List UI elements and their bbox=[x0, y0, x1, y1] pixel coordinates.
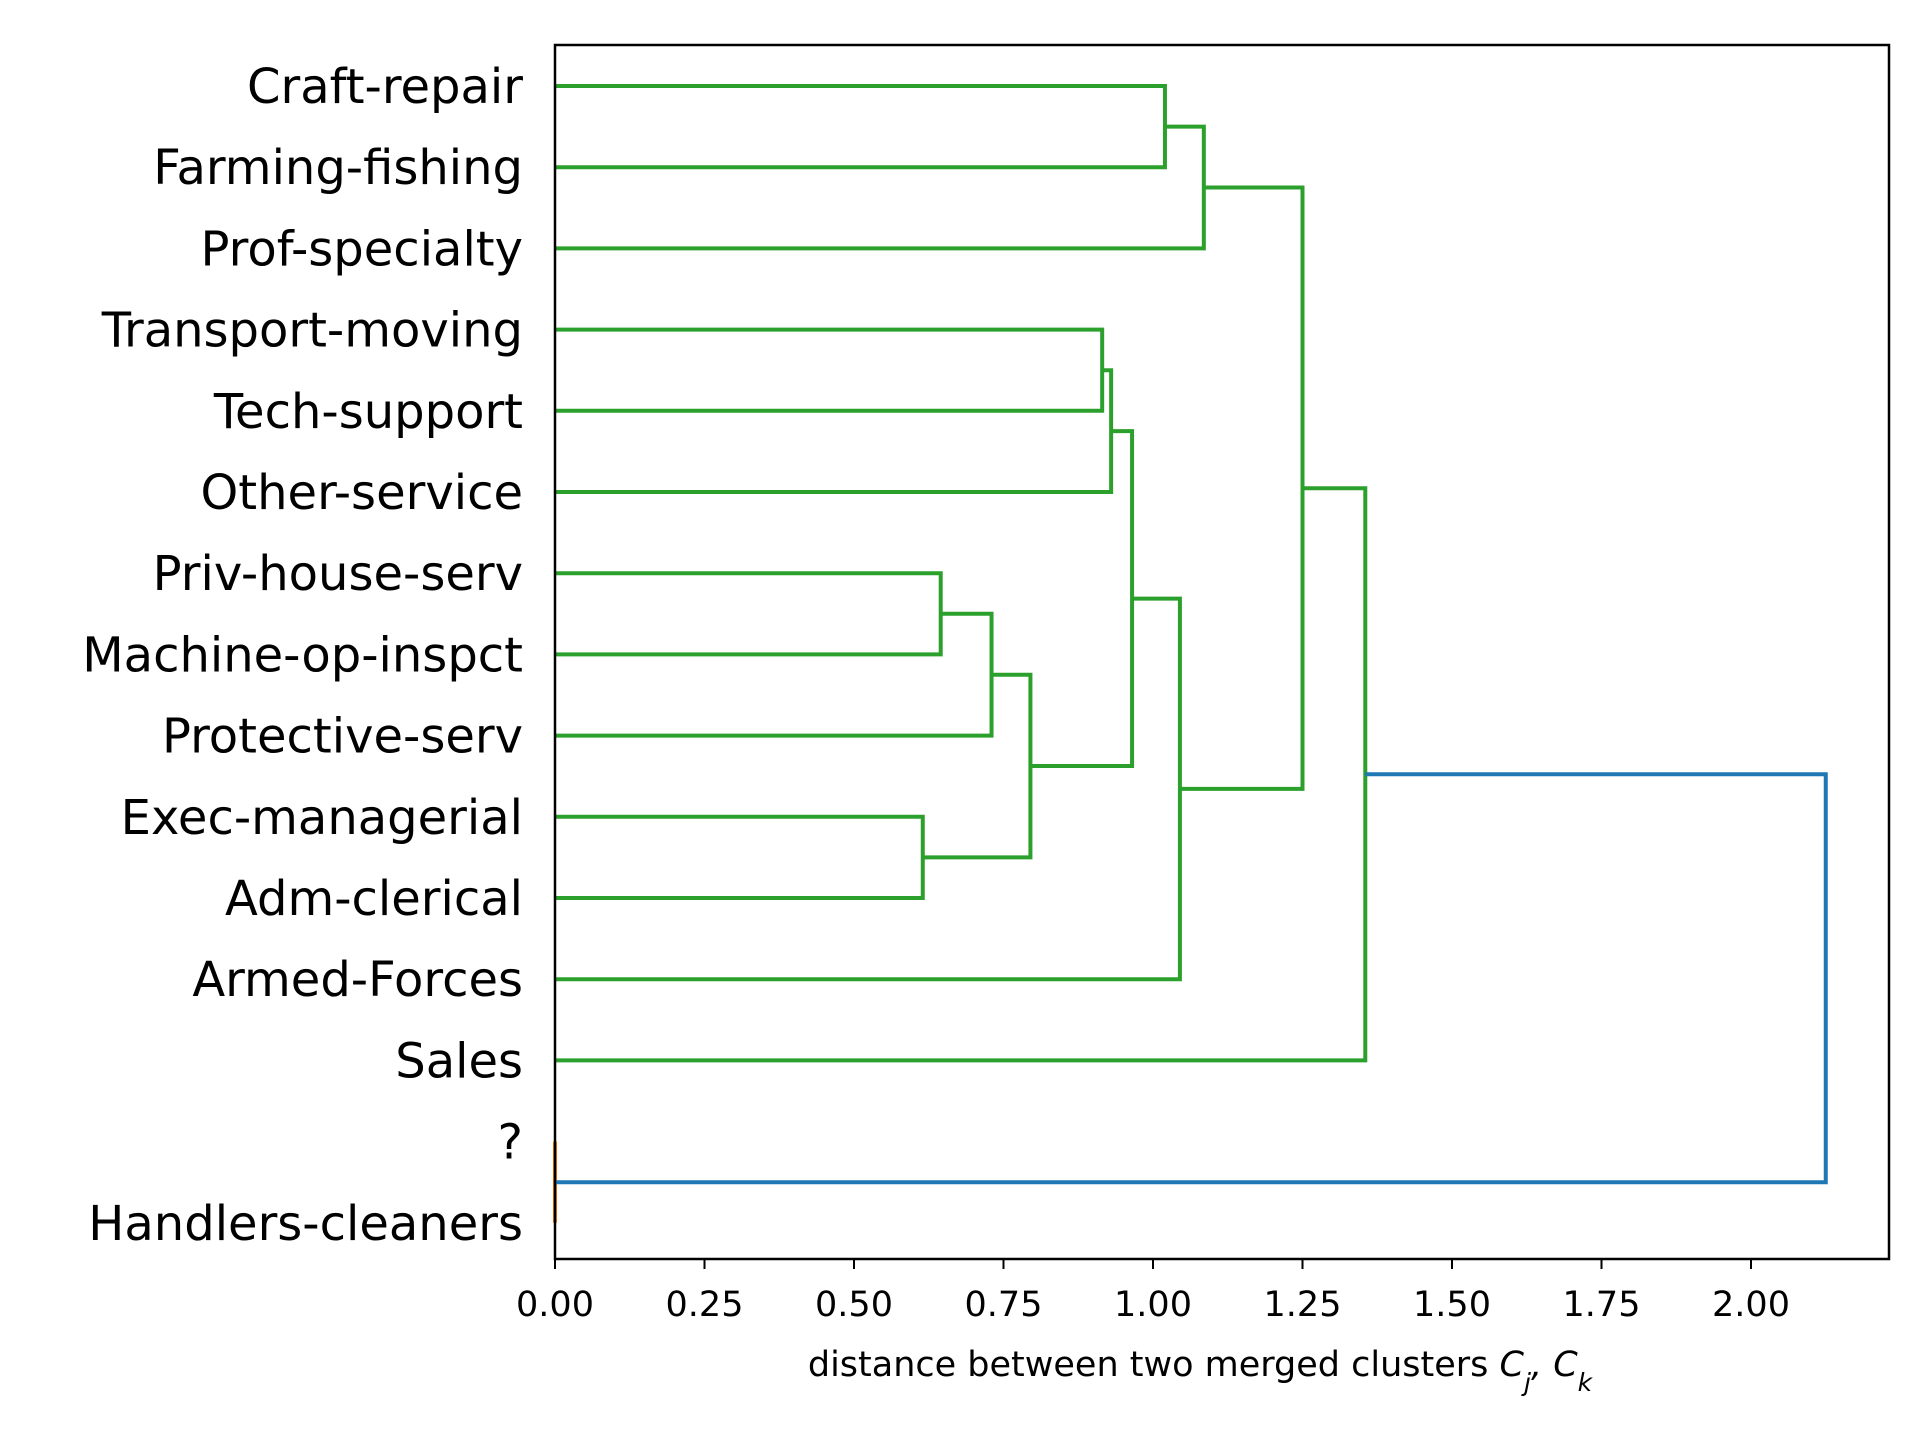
leaf-label: Protective-serv bbox=[162, 709, 523, 765]
x-tick-label: 1.00 bbox=[1114, 1285, 1192, 1325]
dendrogram-link bbox=[555, 84, 1167, 170]
x-axis-label-math: Cj, Ck bbox=[1500, 1345, 1594, 1397]
dendrogram-link bbox=[555, 327, 1105, 413]
x-tick-label: 1.75 bbox=[1563, 1285, 1641, 1325]
leaf-label: Transport-moving bbox=[101, 303, 523, 359]
leaf-label: Craft-repair bbox=[247, 59, 523, 115]
dendrogram-link bbox=[922, 672, 1033, 860]
plot-frame bbox=[553, 43, 1891, 1261]
x-tick-label: 1.50 bbox=[1413, 1285, 1491, 1325]
x-tick-label: 0.00 bbox=[516, 1285, 594, 1325]
dendrogram-link bbox=[555, 124, 1206, 251]
leaf-label: ? bbox=[498, 1115, 523, 1171]
leaf-label: Armed-Forces bbox=[192, 952, 523, 1008]
leaf-label: Other-service bbox=[201, 465, 523, 521]
leaf-label: Machine-op-inspct bbox=[82, 627, 523, 683]
x-axis-label-text: distance between two merged clusters bbox=[808, 1345, 1500, 1385]
leaf-label: Exec-managerial bbox=[121, 790, 523, 846]
dendrogram-link bbox=[555, 571, 943, 657]
x-tick-label: 1.25 bbox=[1264, 1285, 1342, 1325]
dendrogram-links bbox=[553, 84, 1828, 1223]
leaf-label: Handlers-cleaners bbox=[88, 1196, 523, 1252]
dendrogram-link bbox=[555, 772, 1828, 1185]
x-tick-label: 0.25 bbox=[666, 1285, 744, 1325]
x-tick-label: 2.00 bbox=[1712, 1285, 1790, 1325]
x-axis-ticks: 0.00 0.25 0.50 0.75 1.00 1.25 1.50 1.75 2.00 bbox=[516, 1259, 1790, 1325]
leaf-label: Adm-clerical bbox=[225, 871, 523, 927]
dendrogram-link bbox=[555, 368, 1114, 494]
leaf-label: Priv-house-serv bbox=[153, 546, 523, 602]
dendrogram-link bbox=[1179, 185, 1305, 791]
dendrogram-link bbox=[555, 611, 994, 738]
dendrogram-link bbox=[1030, 429, 1135, 769]
leaf-label: Tech-support bbox=[213, 384, 523, 440]
x-axis-label: distance between two merged clusters Cj,… bbox=[808, 1345, 1594, 1397]
x-tick-label: 0.75 bbox=[965, 1285, 1043, 1325]
leaf-label: Prof-specialty bbox=[201, 221, 523, 277]
leaf-label: Farming-fishing bbox=[153, 140, 523, 196]
dendrogram-link bbox=[555, 814, 925, 900]
leaf-labels: Craft-repair Farming-fishing Prof-specialt… bbox=[82, 59, 523, 1252]
leaf-label: Sales bbox=[395, 1033, 523, 1089]
x-tick-label: 0.50 bbox=[815, 1285, 893, 1325]
